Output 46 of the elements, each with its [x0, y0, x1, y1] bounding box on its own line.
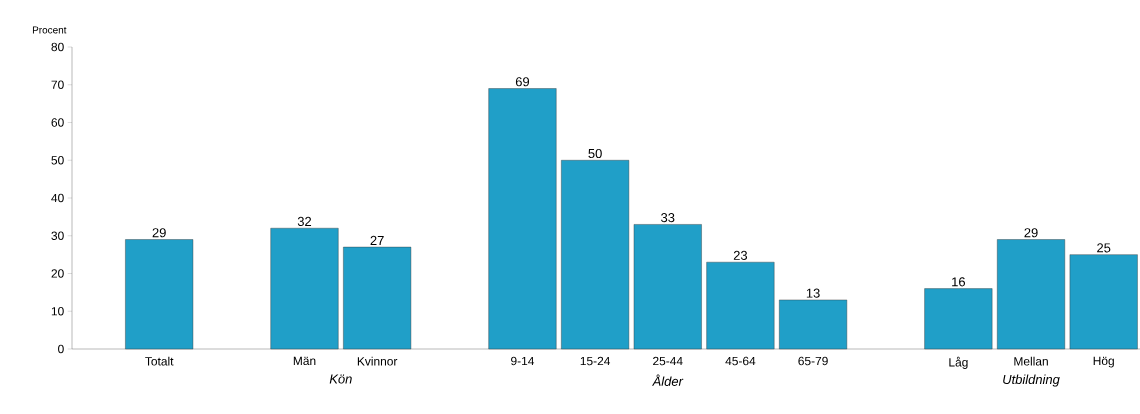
y-tick-label: 60	[51, 118, 64, 127]
y-tick-label: 40	[51, 193, 64, 203]
data-label: 33	[661, 213, 675, 223]
text: Ålder	[652, 374, 684, 386]
data-label: 25	[1097, 243, 1111, 253]
data-label: 27	[370, 235, 384, 245]
data-label: 23	[733, 250, 748, 260]
bar	[997, 239, 1066, 350]
y-axis-title: Procent	[32, 26, 67, 34]
bar	[1069, 254, 1138, 350]
x-tick-label: Låg	[949, 356, 968, 369]
bar	[633, 224, 702, 350]
y-tick-label: 0	[58, 344, 64, 354]
y-tick-label: 50	[51, 156, 64, 165]
data-label: 13	[806, 288, 820, 298]
x-tick-label: Kvinnor	[357, 356, 398, 366]
data-label: 16	[952, 277, 966, 287]
bar	[779, 299, 848, 350]
bar	[706, 261, 775, 350]
x-tick-label: Mellan	[1014, 356, 1048, 366]
data-label: 50	[588, 148, 602, 159]
x-tick-label: 65-79	[798, 356, 828, 366]
y-tick-label: 30	[51, 231, 64, 240]
text: Utbildning	[1003, 374, 1060, 387]
bar	[125, 239, 194, 350]
bar	[270, 228, 339, 350]
bar	[488, 88, 557, 350]
x-tick-label: 9-14	[511, 356, 535, 366]
bar	[561, 160, 630, 350]
bar	[343, 246, 412, 350]
x-tick-label: Hög	[1093, 356, 1114, 368]
y-tick-label: 70	[51, 80, 64, 89]
y-tick-label: 10	[51, 307, 64, 316]
x-tick-label: Män	[293, 356, 316, 366]
bar	[924, 288, 993, 350]
x-tick-label: 15-24	[580, 356, 611, 366]
data-label: 69	[515, 77, 530, 87]
x-tick-label: 25-44	[653, 356, 683, 366]
x-tick-label: 45-64	[725, 356, 756, 366]
data-label: 29	[152, 228, 166, 238]
data-label: 32	[297, 216, 312, 227]
y-tick-label: 80	[51, 42, 64, 52]
text: Kön	[329, 374, 352, 384]
y-tick-label: 20	[51, 269, 64, 278]
data-label: 29	[1024, 228, 1038, 238]
x-tick-label: Totalt	[145, 356, 174, 366]
